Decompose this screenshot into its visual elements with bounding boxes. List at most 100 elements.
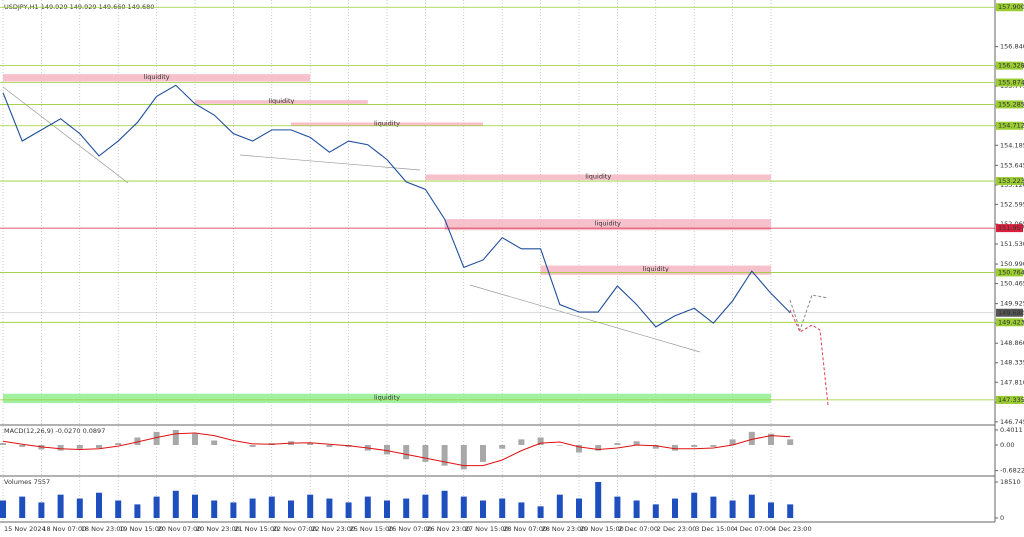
forecast-path [789,309,829,406]
x-tick-label: 25 Nov 15:00 [350,525,394,533]
zone-label: liquidity [595,220,621,228]
bar [710,496,717,518]
x-tick-label: 4 Dec 23:00 [772,525,812,533]
bar [614,496,621,518]
level-tag [996,61,1023,70]
bar [192,494,198,518]
bar [134,504,141,518]
x-tick-label: 27 Nov 15:00 [465,525,509,533]
bar [729,500,736,518]
bar [691,445,698,447]
bar [288,500,294,518]
bar [192,433,198,445]
bar [768,433,774,445]
bar [345,502,352,518]
y-tick-label: 150.990 [1000,260,1024,268]
bar [76,498,83,518]
level-label: 154.712 [998,122,1024,130]
bar [441,490,448,518]
bar [403,445,410,460]
y-tick-label: 0.4011 [1000,426,1023,434]
y-tick-label: 152.595 [1000,200,1024,208]
level-tag [996,395,1023,404]
level-tag [996,3,1023,12]
bar [57,494,64,518]
bar [460,496,467,518]
y-tick-label: 0.00 [1000,441,1014,449]
x-tick-label: 28 Nov 23:00 [542,525,586,533]
bar [499,498,506,518]
x-tick-label: 4 Dec 07:00 [734,525,774,533]
zone-label: liquidity [268,97,294,105]
level-tag [996,121,1023,130]
liquidity-zone [291,122,483,127]
y-tick-label: 151.530 [1000,240,1024,248]
level-tag [996,268,1023,277]
bar [556,445,563,446]
bar [422,445,429,462]
bar [748,494,755,518]
y-tick-label: 154.185 [1000,141,1024,149]
bar [268,496,275,518]
last-price-tag [996,308,1023,317]
x-tick-label: 18 Nov 23:00 [81,525,125,533]
bar [652,445,659,449]
level-label: 155.874 [998,79,1024,87]
y-tick-label: -0.6822 [1000,467,1024,475]
price-line [2,84,791,328]
bar [38,502,45,518]
bar [480,445,486,462]
bar [710,445,717,447]
x-tick-label: 18 Nov 07:00 [42,525,86,533]
x-tick-label: 2 Dec 07:00 [618,525,658,533]
liquidity-zone [3,393,771,404]
bar [460,445,467,470]
y-tick-label: 152.065 [1000,220,1024,228]
zone-label: liquidity [585,172,611,180]
level-label: 156.328 [998,62,1024,70]
x-tick-label: 20 Nov 23:00 [196,525,240,533]
bar [614,443,621,445]
y-tick-label: 146.745 [1000,418,1024,426]
level-label: 150.764 [998,268,1024,276]
x-tick-label: 22 Nov 07:00 [273,525,317,533]
channel-line [2,86,129,184]
bar [537,437,544,445]
level-label: 151.957 [998,224,1024,232]
y-tick-label: 0 [1000,514,1004,522]
y-tick-label: 156.840 [1000,43,1024,51]
volume-title: Volumes 7557 [4,478,50,486]
bar [748,431,755,445]
bar [672,498,678,518]
liquidity-zone [425,174,771,181]
x-tick-label: 20 Nov 07:00 [158,525,202,533]
x-tick-label: 28 Nov 07:00 [503,525,547,533]
signal-line [2,432,791,467]
bar [729,439,736,445]
level-label: 155.285 [998,100,1024,108]
bar [96,492,102,518]
bar [441,445,448,466]
y-tick-label: 148.860 [1000,339,1024,347]
bar [211,500,218,518]
liquidity-zone [195,100,368,104]
liquidity-zone [540,265,771,275]
bar [595,445,602,451]
bar [57,445,64,451]
bar [0,500,6,518]
bar [172,430,179,445]
bar [211,440,218,445]
bar [384,500,390,518]
bar [115,443,122,445]
bar [19,445,26,447]
x-tick-label: 21 Nov 15:00 [234,525,278,533]
bar [172,490,179,518]
bar [576,445,582,453]
y-tick-label: 153.645 [1000,161,1024,169]
bar [153,431,160,445]
x-tick-label: 26 Nov 23:00 [426,525,470,533]
bar [652,504,659,518]
bar [134,437,141,445]
